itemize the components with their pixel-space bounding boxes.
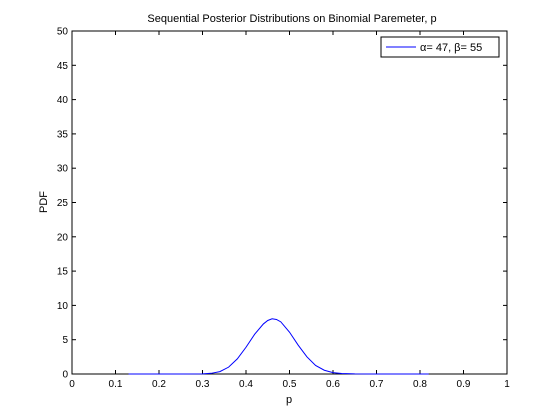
y-axis-label: PDF [38, 191, 50, 213]
x-tick-label: 0.1 [109, 379, 123, 390]
x-tick-label: 0.9 [457, 379, 471, 390]
x-tick-label: 0.5 [283, 379, 297, 390]
x-tick-label: 0.4 [239, 379, 253, 390]
y-tick-label: 50 [57, 27, 69, 38]
x-tick-label: 0 [69, 379, 75, 390]
y-tick-label: 35 [57, 129, 69, 140]
y-tick-label: 15 [57, 267, 69, 278]
y-tick-label: 0 [62, 370, 68, 381]
legend-label: α= 47, β= 55 [420, 42, 482, 54]
y-tick-label: 40 [57, 95, 69, 106]
plot-area [71, 30, 508, 375]
x-tick-label: 0.7 [370, 379, 384, 390]
y-tick-label: 45 [57, 61, 69, 72]
y-tick-label: 25 [57, 198, 69, 209]
y-tick-label: 5 [62, 335, 68, 346]
x-tick-label: 1 [504, 379, 510, 390]
x-tick-label: 0.6 [326, 379, 340, 390]
chart-title: Sequential Posterior Distributions on Bi… [147, 13, 436, 25]
x-axis: 0 0.1 0.2 0.3 0.4 0.5 0.6 0.7 0.8 0.9 1 [69, 31, 510, 390]
legend: α= 47, β= 55 [380, 36, 500, 58]
x-axis-label: p [286, 394, 292, 406]
x-tick-label: 0.3 [196, 379, 210, 390]
y-tick-label: 30 [57, 164, 69, 175]
series-line [128, 318, 429, 375]
axes-frame [71, 30, 508, 375]
series-layer [128, 318, 429, 375]
y-axis: 0 5 10 15 20 25 30 35 40 45 50 [57, 27, 507, 381]
x-tick-label: 0.2 [152, 379, 166, 390]
y-tick-label: 20 [57, 232, 69, 243]
y-tick-label: 10 [57, 301, 69, 312]
legend-box [380, 36, 500, 58]
x-tick-label: 0.8 [413, 379, 427, 390]
